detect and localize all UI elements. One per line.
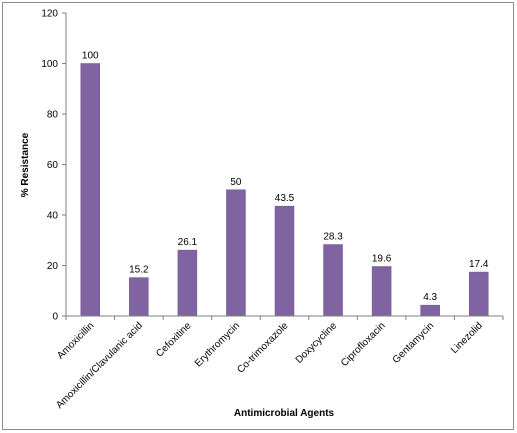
y-axis-ticks: 0 20 40 60 80 100 120 (41, 9, 66, 323)
bar-8 (468, 271, 489, 317)
data-label-1: 15.2 (129, 265, 149, 276)
data-label-3: 50 (230, 177, 242, 188)
x-tick-label: Gentamycin (391, 320, 437, 366)
y-tick-label: 40 (47, 211, 59, 222)
y-tick-label: 0 (52, 312, 58, 323)
data-label-6: 19.6 (372, 254, 392, 265)
bar-7 (420, 304, 440, 317)
bar-0 (80, 63, 101, 317)
bar-2 (177, 249, 198, 317)
bar-5 (323, 244, 343, 317)
bar-4 (274, 205, 295, 317)
y-tick-label: 120 (41, 9, 58, 20)
data-label-2: 26.1 (178, 237, 198, 248)
x-tick-label: Amoxicillin (55, 320, 96, 361)
x-tick-label: Erythromycin (193, 320, 242, 369)
data-label-5: 28.3 (323, 232, 343, 243)
x-tick-label: Doxycycline (294, 320, 340, 366)
y-tick-label: 80 (47, 110, 59, 121)
data-label-7: 4.3 (423, 292, 437, 303)
bar-3 (226, 189, 246, 317)
bars-group (80, 63, 489, 317)
data-label-8: 17.4 (469, 259, 489, 270)
data-labels-group: 100 15.2 26.1 50 43.5 28.3 19.6 4.3 17.4 (82, 51, 489, 304)
data-label-0: 100 (82, 51, 99, 62)
x-tick-label: Linezolid (449, 320, 485, 356)
x-tick-label: Co-trimoxazole (235, 320, 291, 376)
x-tick-label: Amoxicillin/Clavulanic acid (54, 320, 145, 411)
x-tick-label: Ciprofloxacin (339, 320, 388, 369)
y-tick-label: 100 (41, 59, 58, 70)
y-axis-title: % Resistance (20, 132, 31, 197)
x-tick-label: Cefoxitine (154, 320, 194, 360)
bar-6 (371, 266, 392, 317)
bar-1 (129, 277, 149, 317)
x-axis-title: Antimicrobial Agents (234, 408, 335, 419)
data-label-4: 43.5 (275, 193, 295, 204)
y-tick-label: 60 (47, 160, 59, 171)
y-tick-label: 20 (47, 261, 59, 272)
